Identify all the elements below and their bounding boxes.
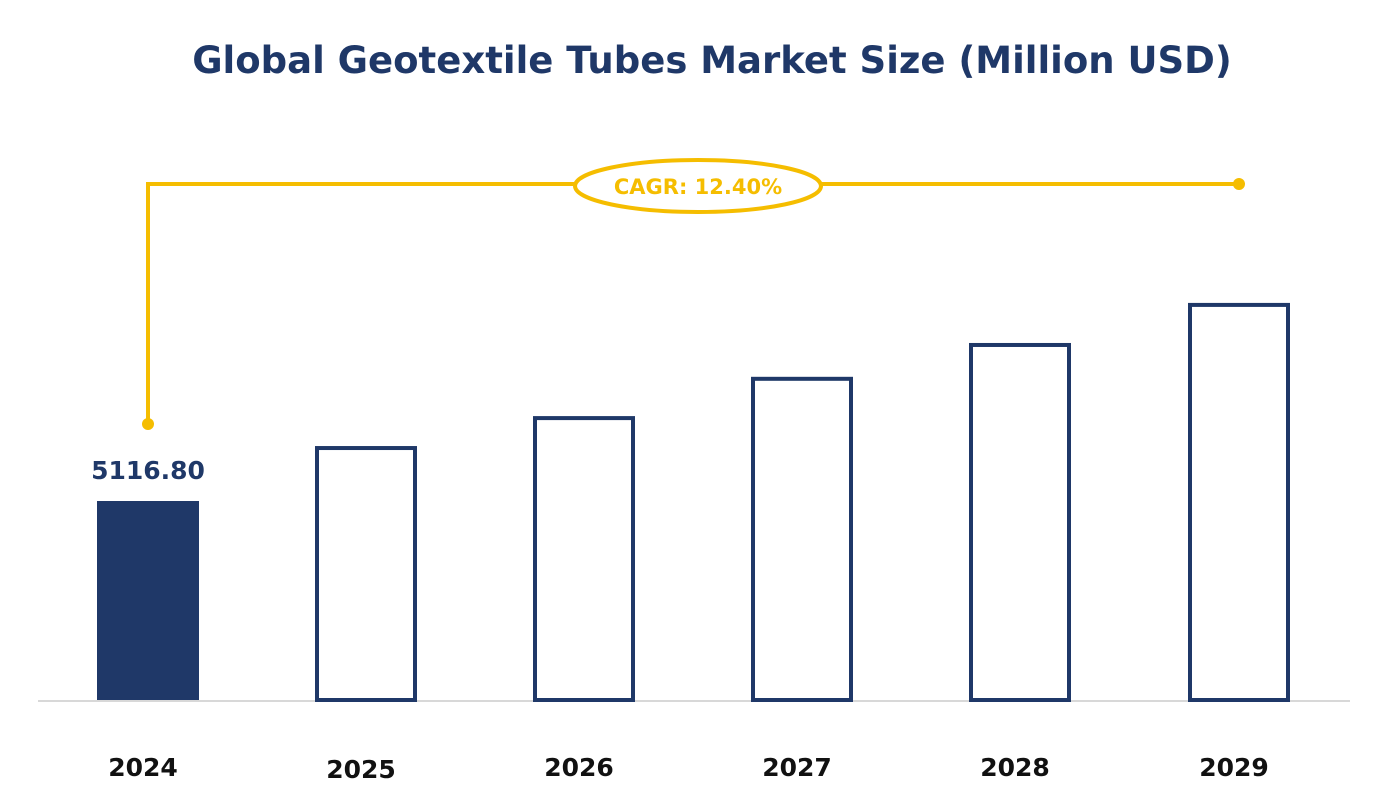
bar-2026 [533,416,635,702]
x-tick-2026: 2026 [544,753,614,782]
bar-2025 [315,446,417,702]
cagr-start-dot [142,418,154,430]
bar-2029 [1188,302,1290,702]
cagr-end-dot [1233,178,1245,190]
chart-title: Global Geotextile Tubes Market Size (Mil… [192,39,1232,82]
cagr-annotation: CAGR: 12.40% [142,158,1245,430]
x-tick-2024: 2024 [108,753,178,782]
x-tick-2029: 2029 [1199,753,1269,782]
bar-2028 [969,342,1071,702]
cagr-ellipse [573,158,823,214]
x-tick-2027: 2027 [762,753,832,782]
data-label-2024: 5116.80 [91,456,205,485]
cagr-line [146,182,1239,424]
bar-2027 [751,376,853,702]
cagr-label: CAGR: 12.40% [614,175,782,199]
x-tick-2028: 2028 [980,753,1050,782]
x-tick-2025: 2025 [326,755,396,784]
bar-2024 [97,501,199,700]
